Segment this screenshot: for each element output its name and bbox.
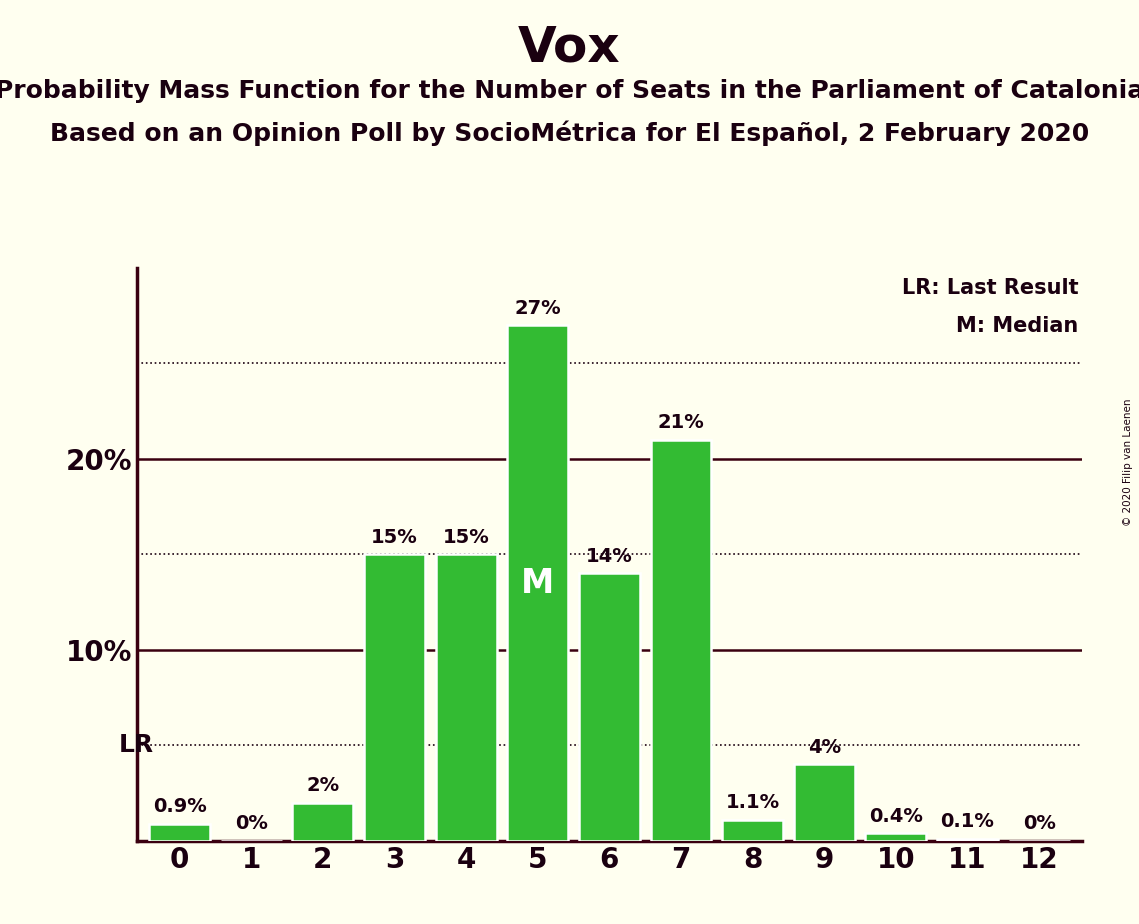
Bar [722, 820, 782, 841]
Text: 1.1%: 1.1% [726, 793, 780, 812]
Text: 4%: 4% [808, 738, 841, 757]
Text: 15%: 15% [443, 528, 490, 547]
Bar [436, 554, 497, 841]
Text: 14%: 14% [585, 547, 633, 565]
Text: Probability Mass Function for the Number of Seats in the Parliament of Catalonia: Probability Mass Function for the Number… [0, 79, 1139, 103]
Text: Vox: Vox [518, 23, 621, 71]
Bar [364, 554, 425, 841]
Bar [579, 574, 640, 841]
Text: 2%: 2% [306, 776, 339, 795]
Bar [293, 803, 353, 841]
Bar [149, 823, 210, 841]
Text: Based on an Opinion Poll by SocioMétrica for El Español, 2 February 2020: Based on an Opinion Poll by SocioMétrica… [50, 120, 1089, 146]
Text: 0%: 0% [1023, 814, 1056, 833]
Text: 0.9%: 0.9% [153, 797, 206, 816]
Text: LR: Last Result: LR: Last Result [902, 277, 1079, 298]
Bar [507, 325, 568, 841]
Bar [794, 764, 854, 841]
Text: 0.4%: 0.4% [869, 807, 923, 825]
Bar [937, 839, 998, 841]
Text: LR: LR [118, 734, 154, 758]
Text: M: M [522, 566, 555, 600]
Text: 27%: 27% [515, 298, 562, 318]
Text: 21%: 21% [657, 413, 704, 432]
Text: 15%: 15% [371, 528, 418, 547]
Text: 0%: 0% [235, 814, 268, 833]
Text: © 2020 Filip van Laenen: © 2020 Filip van Laenen [1123, 398, 1133, 526]
Text: 0.1%: 0.1% [941, 812, 994, 832]
Bar [866, 833, 926, 841]
Text: M: Median: M: Median [957, 316, 1079, 335]
Bar [650, 440, 712, 841]
